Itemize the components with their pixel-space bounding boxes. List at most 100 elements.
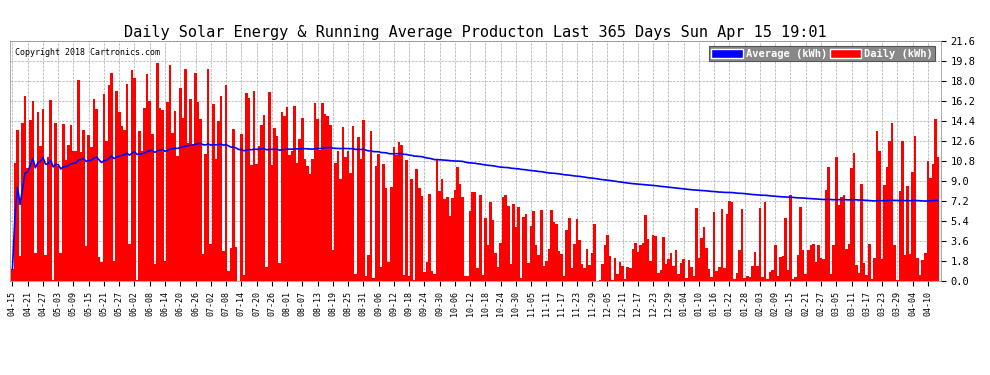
Bar: [695, 208, 698, 281]
Bar: [189, 99, 192, 281]
Bar: [896, 280, 899, 281]
Bar: [642, 243, 644, 281]
Bar: [322, 103, 324, 281]
Bar: [672, 266, 675, 281]
Bar: [349, 173, 351, 281]
Bar: [484, 218, 487, 281]
Bar: [677, 274, 680, 281]
Bar: [453, 190, 456, 281]
Bar: [841, 197, 842, 281]
Bar: [100, 262, 103, 281]
Bar: [682, 260, 685, 281]
Bar: [776, 276, 779, 281]
Bar: [281, 111, 283, 281]
Bar: [110, 73, 113, 281]
Bar: [228, 271, 230, 281]
Bar: [901, 141, 904, 281]
Bar: [103, 94, 105, 281]
Bar: [210, 244, 212, 281]
Bar: [555, 224, 557, 281]
Bar: [937, 158, 940, 281]
Bar: [90, 147, 92, 281]
Bar: [802, 250, 805, 281]
Bar: [428, 194, 431, 281]
Bar: [69, 125, 72, 281]
Bar: [799, 207, 802, 281]
Bar: [67, 144, 69, 281]
Bar: [573, 244, 575, 281]
Bar: [85, 246, 87, 281]
Bar: [570, 268, 573, 281]
Bar: [197, 102, 199, 281]
Bar: [233, 129, 235, 281]
Bar: [240, 134, 243, 281]
Bar: [924, 253, 927, 281]
Bar: [852, 153, 855, 281]
Bar: [619, 262, 622, 281]
Bar: [758, 208, 761, 281]
Bar: [868, 244, 870, 281]
Bar: [37, 112, 40, 281]
Bar: [403, 274, 405, 281]
Bar: [372, 278, 375, 281]
Bar: [121, 126, 123, 281]
Bar: [62, 124, 64, 281]
Bar: [108, 86, 110, 281]
Bar: [51, 280, 54, 281]
Bar: [163, 261, 166, 281]
Bar: [479, 195, 481, 281]
Bar: [466, 276, 469, 281]
Bar: [622, 266, 624, 281]
Bar: [838, 205, 841, 281]
Bar: [878, 151, 881, 281]
Bar: [469, 211, 471, 281]
Bar: [667, 259, 669, 281]
Bar: [431, 270, 434, 281]
Bar: [134, 78, 136, 281]
Bar: [525, 214, 528, 281]
Bar: [444, 200, 446, 281]
Bar: [637, 252, 640, 281]
Bar: [29, 120, 32, 281]
Bar: [398, 142, 400, 281]
Bar: [833, 245, 835, 281]
Text: Copyright 2018 Cartronics.com: Copyright 2018 Cartronics.com: [15, 48, 159, 57]
Bar: [614, 258, 617, 281]
Bar: [812, 244, 815, 281]
Bar: [184, 69, 186, 281]
Bar: [286, 107, 288, 281]
Bar: [850, 168, 852, 281]
Bar: [664, 264, 667, 281]
Bar: [275, 136, 278, 281]
Bar: [507, 206, 510, 281]
Bar: [736, 273, 739, 281]
Bar: [624, 279, 627, 281]
Bar: [319, 150, 322, 281]
Bar: [876, 131, 878, 281]
Bar: [126, 84, 128, 281]
Bar: [309, 174, 311, 281]
Bar: [726, 214, 729, 281]
Bar: [359, 159, 362, 281]
Bar: [393, 147, 395, 281]
Bar: [823, 260, 825, 281]
Bar: [123, 130, 126, 281]
Bar: [47, 157, 50, 281]
Bar: [57, 166, 59, 281]
Bar: [635, 243, 637, 281]
Bar: [550, 210, 552, 281]
Bar: [718, 267, 721, 281]
Bar: [329, 124, 332, 281]
Bar: [418, 188, 421, 281]
Bar: [118, 112, 121, 281]
Bar: [311, 159, 314, 281]
Bar: [751, 266, 753, 281]
Bar: [835, 156, 838, 281]
Bar: [789, 195, 792, 281]
Bar: [847, 244, 850, 281]
Bar: [886, 167, 888, 281]
Bar: [212, 104, 215, 281]
Bar: [716, 271, 718, 281]
Bar: [883, 185, 886, 281]
Bar: [583, 268, 586, 281]
